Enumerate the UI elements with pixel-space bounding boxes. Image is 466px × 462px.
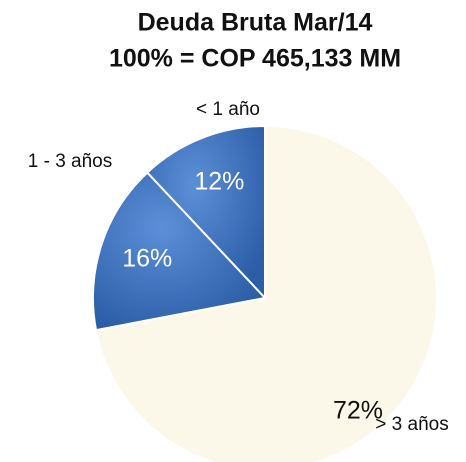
value-label: 12%	[194, 167, 244, 195]
value-label: 16%	[122, 244, 172, 272]
pie-slice	[145, 124, 266, 301]
value-label: 72%	[333, 397, 383, 425]
category-label: 1 - 3 años	[28, 151, 113, 172]
pie	[92, 124, 438, 462]
pie-slice	[92, 171, 267, 332]
category-label: > 3 años	[375, 414, 448, 435]
category-label: < 1 año	[196, 99, 260, 120]
pie-slice	[94, 124, 438, 462]
chart-title: Deuda Bruta Mar/14	[138, 9, 373, 37]
chart-subtitle: 100% = COP 465,133 MM	[109, 45, 401, 73]
